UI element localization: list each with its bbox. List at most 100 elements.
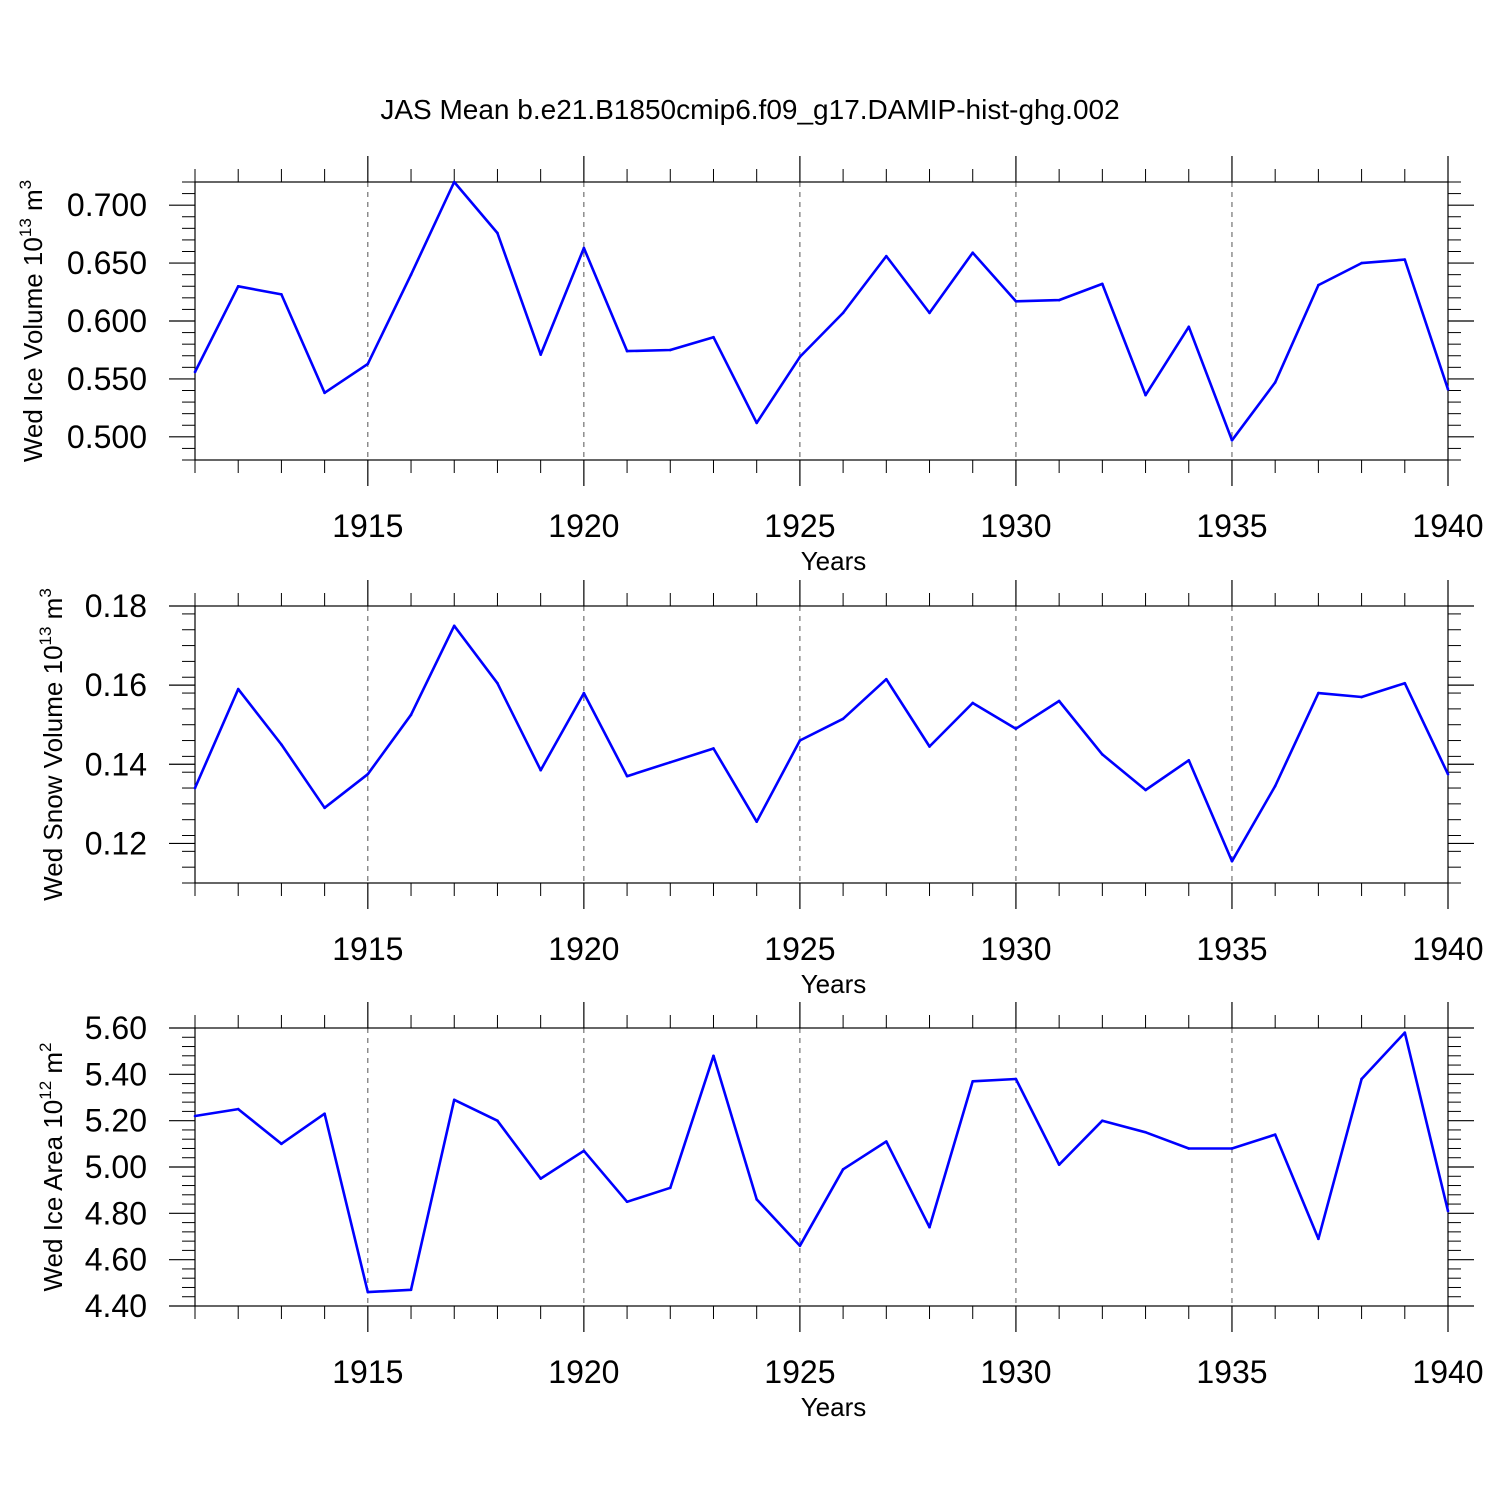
data-point bbox=[366, 772, 370, 776]
data-point bbox=[366, 1290, 370, 1294]
data-point bbox=[496, 681, 499, 685]
y-axis-label-unit-exponent: 2 bbox=[36, 1042, 55, 1051]
data-point bbox=[668, 1186, 672, 1190]
data-point bbox=[1101, 1119, 1104, 1122]
data-point bbox=[236, 284, 240, 288]
x-tick-label: 1915 bbox=[332, 508, 403, 544]
data-series-line bbox=[194, 1031, 1450, 1294]
y-axis-label: Wed Ice Area 1012 m2 bbox=[36, 1042, 68, 1291]
data-point bbox=[193, 786, 197, 790]
data-point bbox=[366, 362, 370, 366]
data-point bbox=[1273, 784, 1277, 788]
data-point bbox=[1101, 282, 1104, 286]
data-point bbox=[1014, 300, 1018, 303]
data-point bbox=[236, 1107, 240, 1111]
data-point bbox=[1230, 1147, 1234, 1150]
data-point bbox=[1187, 1147, 1191, 1150]
y-axis-label-unit: m bbox=[38, 1052, 68, 1081]
y-axis-label-exponent: 13 bbox=[36, 627, 55, 646]
data-point bbox=[885, 1140, 888, 1143]
data-point bbox=[193, 1114, 197, 1118]
data-point bbox=[1187, 759, 1191, 762]
y-axis-label-unit-exponent: 3 bbox=[36, 588, 55, 597]
y-axis-label-text: Wed Snow Volume 10 bbox=[38, 645, 68, 900]
y-tick-label: 0.12 bbox=[85, 825, 147, 861]
x-tick-label: 1920 bbox=[548, 931, 619, 967]
plot-frame bbox=[194, 605, 1449, 884]
data-point bbox=[1403, 1031, 1407, 1034]
y-axis-label-text: Wed Ice Volume 10 bbox=[18, 237, 48, 462]
data-point bbox=[625, 774, 629, 778]
data-point bbox=[1187, 325, 1191, 329]
data-point bbox=[280, 293, 283, 296]
plot-frame bbox=[194, 1027, 1449, 1307]
data-point bbox=[1446, 772, 1450, 776]
y-axis-label-unit: m bbox=[18, 189, 48, 218]
y-axis-label-unit: m bbox=[38, 598, 68, 627]
data-point bbox=[539, 353, 542, 356]
y-axis-label-unit-exponent: 3 bbox=[16, 180, 35, 189]
data-point bbox=[1446, 1209, 1450, 1213]
y-tick-label: 4.80 bbox=[85, 1195, 147, 1231]
y-tick-label: 0.16 bbox=[85, 667, 147, 703]
data-point bbox=[323, 806, 326, 810]
data-point bbox=[798, 739, 802, 742]
data-point bbox=[1446, 388, 1450, 391]
y-tick-label: 4.40 bbox=[85, 1288, 147, 1324]
data-point bbox=[625, 349, 629, 353]
data-point bbox=[971, 701, 975, 705]
data-point bbox=[668, 348, 672, 352]
data-point bbox=[539, 1177, 542, 1180]
y-tick-label: 0.550 bbox=[67, 361, 147, 397]
y-axis-label-exponent: 13 bbox=[16, 218, 35, 237]
x-tick-label: 1940 bbox=[1412, 508, 1483, 544]
data-point bbox=[452, 624, 456, 628]
data-point bbox=[323, 1112, 326, 1116]
data-point bbox=[712, 1054, 715, 1058]
data-point bbox=[1144, 393, 1147, 397]
data-point bbox=[452, 180, 456, 184]
data-point bbox=[1273, 381, 1277, 384]
data-point bbox=[755, 1198, 758, 1201]
y-tick-label: 0.700 bbox=[67, 187, 147, 223]
data-point bbox=[928, 1225, 931, 1229]
data-point bbox=[1317, 691, 1320, 695]
data-point bbox=[1230, 439, 1234, 442]
data-point bbox=[496, 231, 499, 235]
data-point bbox=[971, 1079, 975, 1083]
data-point bbox=[1360, 695, 1363, 699]
y-tick-label: 0.14 bbox=[85, 746, 147, 782]
y-tick-label: 0.500 bbox=[67, 419, 147, 455]
data-point bbox=[409, 273, 413, 276]
data-point bbox=[1317, 1237, 1320, 1241]
y-tick-label: 5.00 bbox=[85, 1149, 147, 1185]
y-tick-label: 0.18 bbox=[85, 588, 147, 624]
data-point bbox=[582, 246, 586, 250]
data-point bbox=[1403, 258, 1407, 261]
data-point bbox=[236, 687, 240, 691]
data-point bbox=[1101, 753, 1104, 756]
data-point bbox=[712, 335, 715, 339]
data-point bbox=[1014, 1077, 1018, 1081]
data-point bbox=[409, 713, 413, 717]
data-point bbox=[582, 1149, 586, 1153]
data-point bbox=[755, 421, 758, 425]
y-tick-label: 5.60 bbox=[85, 1010, 147, 1046]
x-tick-label: 1915 bbox=[332, 931, 403, 967]
data-point bbox=[798, 1244, 802, 1248]
chart-panels: 1915 1920 1925 1930 1935 1940 Years 0.500 0.550 0… bbox=[16, 156, 1484, 1422]
chart-title: JAS Mean b.e21.B1850cmip6.f09_g17.DAMIP-… bbox=[380, 94, 1119, 125]
data-point bbox=[323, 391, 326, 395]
x-tick-label: 1930 bbox=[980, 931, 1051, 967]
x-axis-label: Years bbox=[801, 546, 867, 576]
data-point bbox=[885, 254, 888, 258]
data-point bbox=[1057, 1163, 1061, 1166]
x-axis-label: Years bbox=[801, 1392, 867, 1422]
data-point bbox=[1360, 1077, 1363, 1081]
plot-frame bbox=[194, 181, 1449, 461]
data-point bbox=[1360, 261, 1363, 265]
data-point bbox=[193, 370, 197, 374]
data-point bbox=[971, 251, 975, 254]
x-axis-label: Years bbox=[801, 969, 867, 999]
